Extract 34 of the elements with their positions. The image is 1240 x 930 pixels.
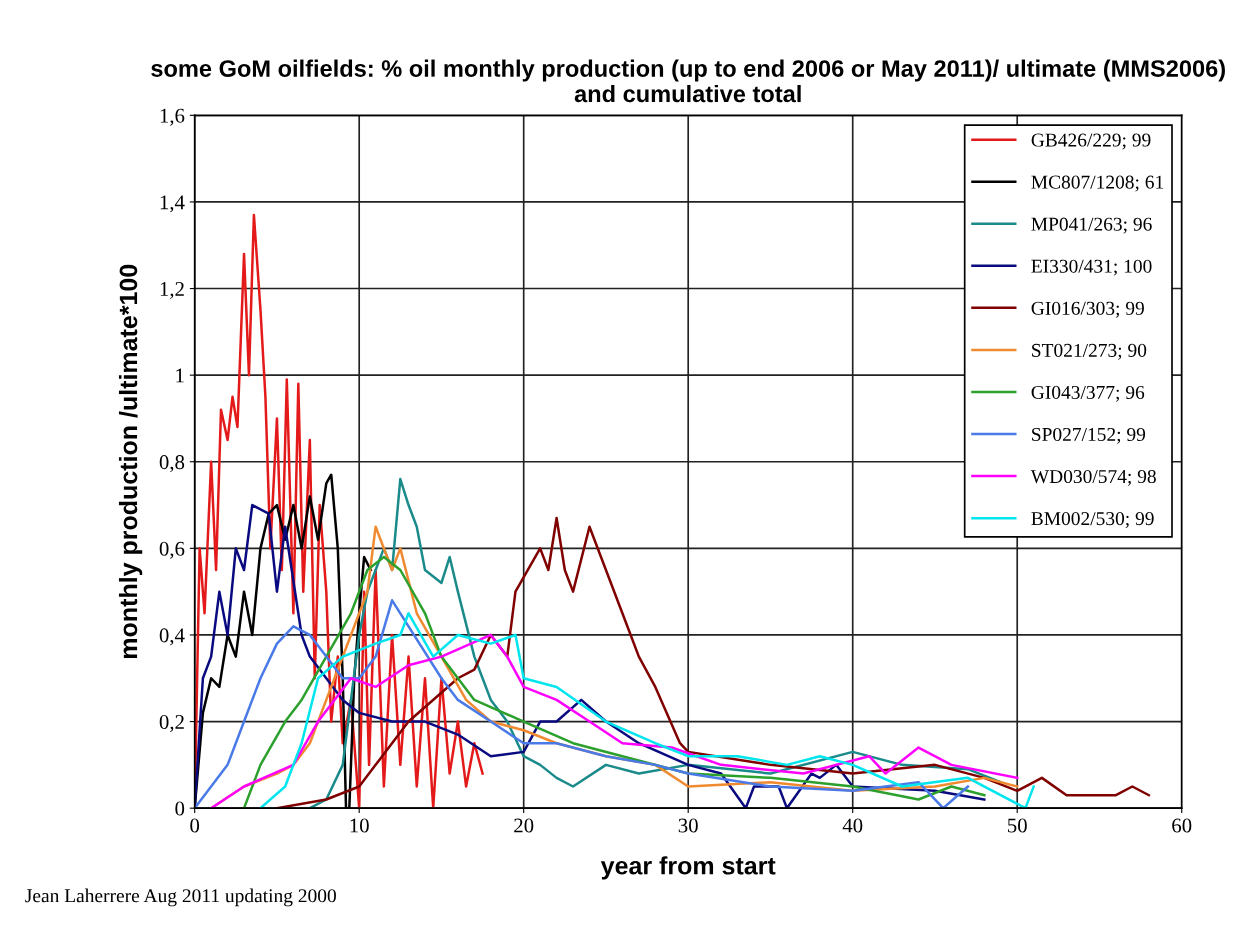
legend-label: MC807/1208; 61 (1031, 175, 1164, 192)
legend-label: GB426/229; 99 (1031, 133, 1151, 150)
legend-label: EI330/431; 100 (1031, 259, 1152, 276)
legend-label: MP041/263; 96 (1031, 217, 1152, 234)
x-tick-label: 10 (350, 818, 369, 833)
x-tick-label: 50 (1008, 818, 1027, 833)
y-tick-label: 0,6 (159, 541, 185, 559)
chart-title: some GoM oilfields: % oil monthly production (up to end 2006 or May 2011)/ ultimate (MMS2006) and cumulative total (151, 59, 1225, 103)
line-series (194, 599, 970, 809)
y-tick-label: 0,2 (159, 714, 184, 732)
x-tick-label: 0 (190, 818, 200, 833)
x-tick-label: 20 (514, 818, 534, 833)
legend-label: GI043/377; 96 (1031, 385, 1145, 402)
legend-label: SP027/152; 99 (1032, 427, 1146, 444)
y-tick-label: 1,4 (160, 195, 185, 213)
y-tick-label: 1 (176, 368, 184, 383)
y-tick-label: 0,4 (159, 628, 185, 646)
y-tick-label: 0 (175, 801, 185, 816)
x-tick-label: 40 (842, 818, 863, 833)
legend-label: GI016/303; 99 (1031, 301, 1144, 318)
line-series (259, 612, 1035, 809)
legend-label: WD030/574; 98 (1030, 469, 1156, 486)
line-series (209, 633, 1019, 809)
y-axis-title: monthly production /ultimate*100 (118, 264, 143, 659)
line-series (242, 555, 986, 809)
text: Jean Laherrere Aug 2011 updating 2000 (25, 888, 336, 907)
y-tick-label: 0,8 (159, 455, 185, 473)
legend-label: ST021/273; 90 (1032, 343, 1147, 360)
x-tick-label: 60 (1172, 818, 1192, 833)
x-tick-label: 30 (678, 818, 698, 833)
legend-label: BM002/530; 99 (1031, 512, 1154, 528)
y-tick-label: 1,6 (160, 108, 185, 126)
x-axis-title: year from start (600, 856, 776, 880)
y-tick-label: 1,2 (160, 281, 184, 299)
